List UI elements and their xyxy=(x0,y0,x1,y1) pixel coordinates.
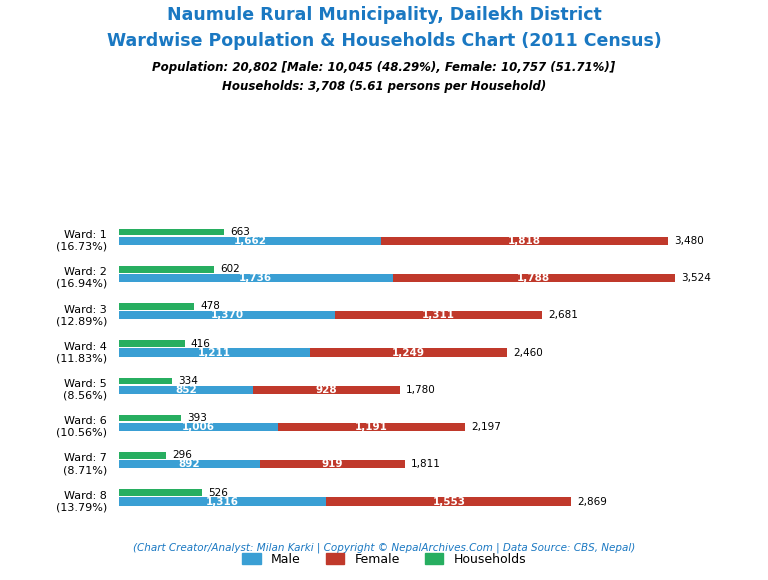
Text: Naumule Rural Municipality, Dailekh District: Naumule Rural Municipality, Dailekh Dist… xyxy=(167,6,601,24)
Bar xyxy=(119,415,181,422)
Text: 296: 296 xyxy=(172,450,192,461)
Text: Population: 20,802 [Male: 10,045 (48.29%), Female: 10,757 (51.71%)]: Population: 20,802 [Male: 10,045 (48.29%… xyxy=(152,61,616,74)
Text: 1,811: 1,811 xyxy=(411,459,441,469)
Text: 334: 334 xyxy=(178,376,198,386)
Text: 602: 602 xyxy=(220,264,240,274)
Bar xyxy=(326,498,571,506)
Text: 1,662: 1,662 xyxy=(233,236,266,246)
Bar xyxy=(119,498,326,506)
Text: 526: 526 xyxy=(208,488,228,498)
Bar xyxy=(119,386,253,394)
Text: 928: 928 xyxy=(316,385,337,395)
Bar xyxy=(310,349,507,357)
Text: 2,681: 2,681 xyxy=(548,310,578,320)
Text: 852: 852 xyxy=(175,385,197,395)
Text: 1,780: 1,780 xyxy=(406,385,435,395)
Bar xyxy=(119,460,260,469)
Bar xyxy=(119,490,202,496)
Legend: Male, Female, Households: Male, Female, Households xyxy=(237,548,531,571)
Text: 1,311: 1,311 xyxy=(422,310,455,320)
Text: 1,211: 1,211 xyxy=(198,347,231,358)
Bar xyxy=(260,460,405,469)
Bar xyxy=(335,311,541,320)
Bar xyxy=(119,452,166,459)
Bar xyxy=(119,303,194,310)
Bar xyxy=(119,237,381,245)
Text: 3,524: 3,524 xyxy=(681,273,710,283)
Text: 478: 478 xyxy=(200,302,220,311)
Bar xyxy=(253,386,399,394)
Text: 1,370: 1,370 xyxy=(210,310,243,320)
Bar xyxy=(119,274,392,282)
Bar xyxy=(119,423,277,431)
Text: Households: 3,708 (5.61 persons per Household): Households: 3,708 (5.61 persons per Hous… xyxy=(222,80,546,93)
Text: 1,818: 1,818 xyxy=(508,236,541,246)
Text: 1,249: 1,249 xyxy=(392,347,425,358)
Bar xyxy=(119,266,214,273)
Text: 416: 416 xyxy=(191,339,210,349)
Text: 1,788: 1,788 xyxy=(517,273,550,283)
Bar xyxy=(392,274,674,282)
Text: 2,197: 2,197 xyxy=(472,422,502,432)
Text: 1,553: 1,553 xyxy=(432,496,465,506)
Text: 892: 892 xyxy=(178,459,200,469)
Text: 1,316: 1,316 xyxy=(207,496,240,506)
Bar xyxy=(381,237,667,245)
Text: Wardwise Population & Households Chart (2011 Census): Wardwise Population & Households Chart (… xyxy=(107,32,661,50)
Text: 393: 393 xyxy=(187,413,207,423)
Text: (Chart Creator/Analyst: Milan Karki | Copyright © NepalArchives.Com | Data Sourc: (Chart Creator/Analyst: Milan Karki | Co… xyxy=(133,543,635,553)
Bar xyxy=(119,378,172,384)
Bar xyxy=(119,340,184,347)
Text: 663: 663 xyxy=(230,227,250,237)
Text: 919: 919 xyxy=(321,459,343,469)
Bar xyxy=(277,423,465,431)
Bar xyxy=(119,311,335,320)
Text: 1,006: 1,006 xyxy=(182,422,215,432)
Text: 2,869: 2,869 xyxy=(578,496,607,506)
Text: 2,460: 2,460 xyxy=(513,347,543,358)
Bar xyxy=(119,229,223,235)
Bar xyxy=(119,349,310,357)
Text: 1,736: 1,736 xyxy=(240,273,273,283)
Text: 1,191: 1,191 xyxy=(355,422,388,432)
Text: 3,480: 3,480 xyxy=(674,236,703,246)
